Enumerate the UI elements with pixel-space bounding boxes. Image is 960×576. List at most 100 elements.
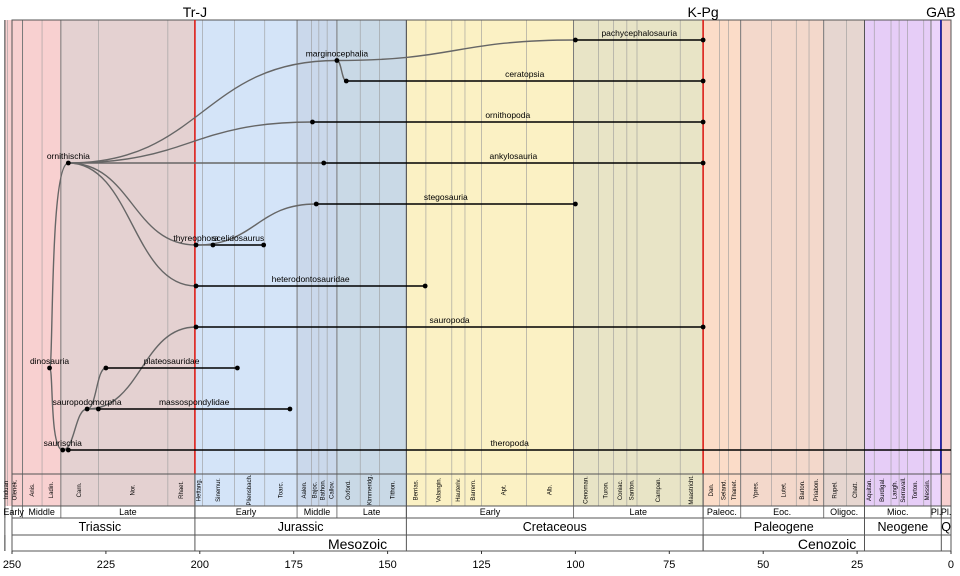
- x-tick-label: 200: [191, 559, 209, 571]
- x-tick-label: 0: [948, 559, 954, 571]
- period-band: [941, 20, 951, 506]
- x-tick-label: 75: [663, 559, 675, 571]
- clade-node: [65, 160, 71, 166]
- taxon-label: stegosauria: [424, 192, 468, 202]
- x-axis: 250 225 200 175 150 125 100 75 50 25 0: [3, 551, 954, 571]
- x-tick-label: 250: [3, 559, 21, 571]
- epoch-label: Pl.: [931, 507, 942, 517]
- taxon-start-point: [193, 283, 199, 289]
- taxon-label: ornithopoda: [485, 110, 530, 120]
- taxon-label: heterodontosauridae: [272, 274, 350, 284]
- epoch-label: Middle: [304, 507, 331, 517]
- epoch-band: [573, 20, 704, 506]
- stage-label: Barton.: [800, 480, 806, 500]
- event-label: GAB: [926, 4, 956, 20]
- era-label: Cenozoic: [798, 536, 856, 552]
- branch-curve: [48, 162, 69, 369]
- x-tick-label: 125: [472, 559, 490, 571]
- stage-label: Barrem.: [471, 479, 477, 501]
- stage-label: Torton.: [913, 480, 919, 499]
- stage-label: Callov.: [330, 481, 336, 499]
- epoch-label: Early: [3, 507, 24, 517]
- event-label: K-Pg: [688, 4, 719, 20]
- period-label: Q: [941, 520, 951, 534]
- taxon-end-point: [700, 37, 706, 43]
- taxon-end-point: [573, 201, 578, 207]
- stage-label: Priabon.: [814, 478, 820, 501]
- epoch-label: Late: [119, 507, 137, 517]
- taxon-start-point: [313, 201, 319, 207]
- stage-label: Apt.: [502, 484, 508, 495]
- epoch-band: [60, 20, 195, 506]
- taxon-start-point: [193, 324, 199, 330]
- taxon-ranges: pachycephalosauria ceratopsia ornithopoda a…: [65, 28, 951, 453]
- taxon-end-point: [234, 365, 240, 371]
- epoch-band: [740, 20, 824, 506]
- stage-label: Messin.: [925, 479, 931, 500]
- tree-branches: [48, 39, 576, 451]
- branch-curve: [68, 162, 197, 287]
- epoch-band: [823, 20, 865, 506]
- stage-label: Bajoc.: [313, 481, 319, 498]
- era-label: Mesozoic: [328, 536, 387, 552]
- branch-curve: [68, 162, 197, 246]
- stage-label: Thanet.: [732, 480, 738, 501]
- x-tick-label: 150: [378, 559, 396, 571]
- x-tick-label: 225: [97, 559, 115, 571]
- stage-label: Serravall.: [901, 477, 907, 503]
- taxon-end-point: [700, 119, 706, 125]
- stage-label: Campan.: [656, 478, 662, 503]
- taxon-start-point: [210, 242, 216, 248]
- epoch-band: [864, 20, 931, 506]
- taxon-start-point: [321, 160, 327, 166]
- taxon-label: massospondylidae: [159, 397, 230, 407]
- clade-node: [84, 406, 90, 412]
- epoch-label: Middle: [28, 507, 55, 517]
- taxon-end-point: [700, 78, 706, 84]
- epoch-label: Eoc.: [773, 507, 791, 517]
- taxon-start-point: [103, 365, 109, 371]
- clade-label: thyreophora: [173, 233, 219, 243]
- stage-label: Maastricht.: [689, 475, 695, 505]
- taxon-start-point: [343, 78, 349, 84]
- taxon-start-point: [65, 447, 71, 453]
- geologic-time-scale: Induan Olenek. Anis. Ladin. Carn. Nor. Rhaet. H…: [3, 473, 951, 552]
- stage-label: Aalen.: [302, 481, 308, 498]
- stage-label: Cenoman.: [583, 476, 589, 504]
- taxon-start-point: [310, 119, 315, 125]
- stage-label: Ladin.: [49, 481, 55, 498]
- stage-label: Tithon.: [391, 481, 397, 499]
- taxon-label: pachycephalosauria: [601, 28, 677, 38]
- period-background-bands: [4, 20, 951, 506]
- stage-label: Coniac.: [618, 479, 624, 500]
- taxon-start-point: [95, 406, 101, 412]
- stage-label: Hauteriv.: [456, 478, 462, 502]
- epoch-label: Late: [363, 507, 381, 517]
- taxon-end-point: [261, 242, 267, 248]
- branch-curve: [68, 59, 337, 164]
- period-label: Neogene: [878, 520, 929, 534]
- stage-label: Toarc.: [279, 482, 285, 499]
- x-tick-label: 50: [757, 559, 769, 571]
- clade-label: ornithischia: [47, 151, 90, 161]
- taxon-end-point: [700, 160, 706, 166]
- taxon-start-point: [573, 37, 578, 43]
- stage-label: Hettang.: [196, 478, 202, 501]
- epoch-label: Paleoc.: [707, 507, 737, 517]
- stage-label: Chatt.: [853, 482, 859, 498]
- stage-label: Santon.: [630, 479, 636, 500]
- stage-label: Nor.: [131, 484, 137, 495]
- event-label: Tr-J: [183, 4, 207, 20]
- stage-label: Lutet.: [781, 482, 787, 497]
- clade-node: [60, 447, 66, 453]
- stage-label: Aquitan.: [867, 479, 873, 501]
- taxon-end-point: [700, 324, 706, 330]
- epoch-label: Oligoc.: [830, 507, 858, 517]
- stage-label: Olenek.: [13, 479, 19, 500]
- clade-label: saurischia: [44, 438, 83, 448]
- stage-label: Rhaet.: [179, 481, 185, 499]
- period-label: Jurassic: [278, 520, 324, 534]
- stage-label: Dan.: [709, 483, 715, 496]
- taxon-label: ankylosauria: [490, 151, 538, 161]
- stage-label: Ypres.: [754, 481, 760, 498]
